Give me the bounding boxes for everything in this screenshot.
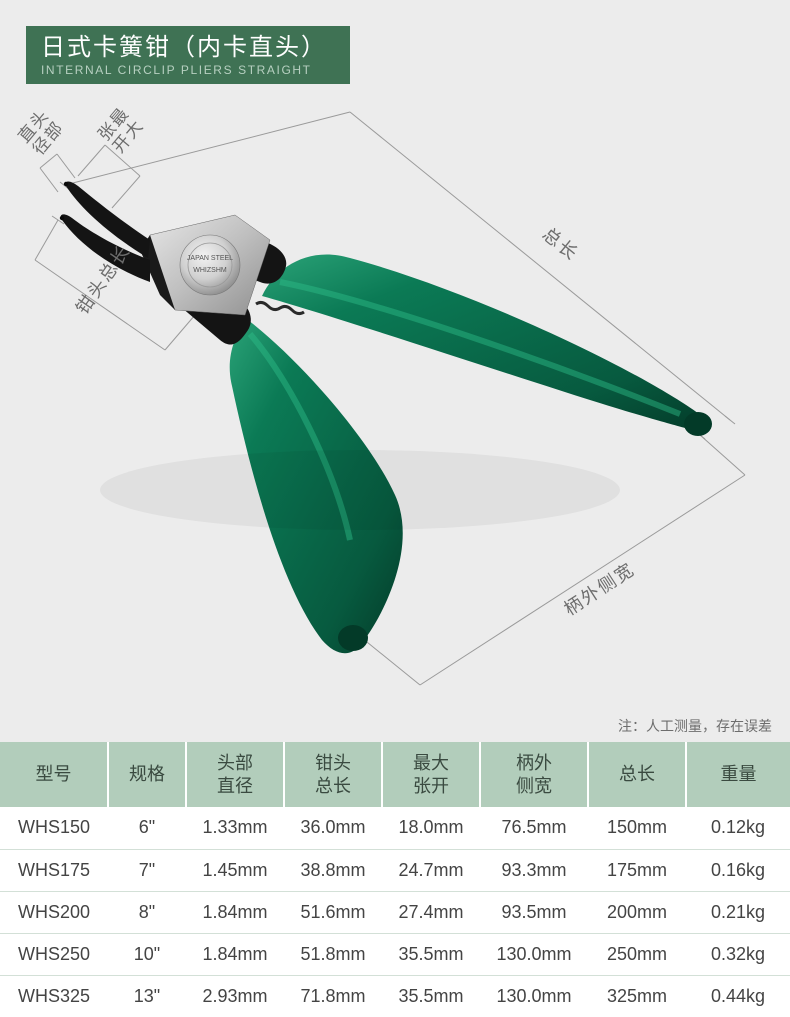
cell-weight: 0.21kg <box>686 891 790 933</box>
table-row: WHS25010"1.84mm51.8mm35.5mm130.0mm250mm0… <box>0 933 790 975</box>
cell-weight: 0.32kg <box>686 933 790 975</box>
handle-lower-cap <box>338 625 368 651</box>
cell-tipdia: 1.45mm <box>186 849 284 891</box>
cell-open: 27.4mm <box>382 891 480 933</box>
cell-handle: 93.3mm <box>480 849 588 891</box>
table-header-row: 型号 规格 头部直径 钳头总长 最大张开 柄外侧宽 总长 重量 <box>0 742 790 807</box>
cell-weight: 0.44kg <box>686 975 790 1017</box>
title-bar: 日式卡簧钳（内卡直头） INTERNAL CIRCLIP PLIERS STRA… <box>26 26 350 84</box>
cell-model: WHS250 <box>0 933 108 975</box>
cell-model: WHS325 <box>0 975 108 1017</box>
th-model: 型号 <box>0 742 108 807</box>
cell-tiplen: 36.0mm <box>284 807 382 849</box>
cell-total: 150mm <box>588 807 686 849</box>
table-row: WHS32513"2.93mm71.8mm35.5mm130.0mm325mm0… <box>0 975 790 1017</box>
cell-weight: 0.16kg <box>686 849 790 891</box>
th-total: 总长 <box>588 742 686 807</box>
pivot-disc <box>180 235 240 295</box>
cell-model: WHS200 <box>0 891 108 933</box>
pivot-text-lower: WHIZSHM <box>193 267 227 274</box>
cell-open: 35.5mm <box>382 975 480 1017</box>
cell-size: 7" <box>108 849 186 891</box>
spec-table: 型号 规格 头部直径 钳头总长 最大张开 柄外侧宽 总长 重量 WHS1506"… <box>0 742 790 1017</box>
cell-handle: 130.0mm <box>480 933 588 975</box>
measurement-note: 注：人工测量，存在误差 <box>618 716 772 736</box>
cell-total: 325mm <box>588 975 686 1017</box>
cell-open: 35.5mm <box>382 933 480 975</box>
cell-total: 175mm <box>588 849 686 891</box>
table-body: WHS1506"1.33mm36.0mm18.0mm76.5mm150mm0.1… <box>0 807 790 1017</box>
cell-size: 13" <box>108 975 186 1017</box>
table-row: WHS2008"1.84mm51.6mm27.4mm93.5mm200mm0.2… <box>0 891 790 933</box>
th-tipdia: 头部直径 <box>186 742 284 807</box>
cell-tipdia: 1.84mm <box>186 891 284 933</box>
cell-tipdia: 1.33mm <box>186 807 284 849</box>
cell-tiplen: 71.8mm <box>284 975 382 1017</box>
cell-tipdia: 2.93mm <box>186 975 284 1017</box>
cell-handle: 76.5mm <box>480 807 588 849</box>
cell-tiplen: 51.8mm <box>284 933 382 975</box>
th-handle: 柄外侧宽 <box>480 742 588 807</box>
cell-open: 18.0mm <box>382 807 480 849</box>
cell-handle: 130.0mm <box>480 975 588 1017</box>
cell-model: WHS150 <box>0 807 108 849</box>
cell-tiplen: 38.8mm <box>284 849 382 891</box>
cell-handle: 93.5mm <box>480 891 588 933</box>
cell-total: 200mm <box>588 891 686 933</box>
th-open: 最大张开 <box>382 742 480 807</box>
table-row: WHS1757"1.45mm38.8mm24.7mm93.3mm175mm0.1… <box>0 849 790 891</box>
cell-weight: 0.12kg <box>686 807 790 849</box>
cell-size: 8" <box>108 891 186 933</box>
cell-tipdia: 1.84mm <box>186 933 284 975</box>
table-row: WHS1506"1.33mm36.0mm18.0mm76.5mm150mm0.1… <box>0 807 790 849</box>
diagram-svg: JAPAN STEEL WHIZSHM <box>0 90 790 710</box>
product-diagram: JAPAN STEEL WHIZSHM 头部直径 最大张开 钳头总长 总长 柄外… <box>0 90 790 710</box>
cell-total: 250mm <box>588 933 686 975</box>
title-cn: 日式卡簧钳（内卡直头） <box>41 35 327 61</box>
th-weight: 重量 <box>686 742 790 807</box>
cell-open: 24.7mm <box>382 849 480 891</box>
cell-size: 10" <box>108 933 186 975</box>
cell-size: 6" <box>108 807 186 849</box>
th-tiplen: 钳头总长 <box>284 742 382 807</box>
pivot-text-upper: JAPAN STEEL <box>187 255 233 262</box>
cell-model: WHS175 <box>0 849 108 891</box>
handle-upper-cap <box>684 412 712 436</box>
th-size: 规格 <box>108 742 186 807</box>
cell-tiplen: 51.6mm <box>284 891 382 933</box>
title-en: INTERNAL CIRCLIP PLIERS STRAIGHT <box>41 63 327 77</box>
